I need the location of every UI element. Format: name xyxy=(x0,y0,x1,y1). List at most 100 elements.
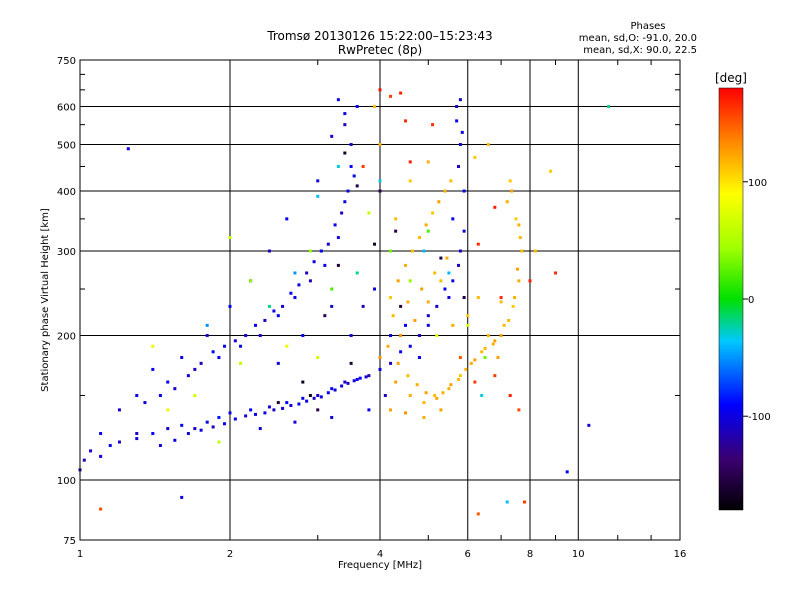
data-point xyxy=(507,318,511,322)
data-point xyxy=(399,304,403,308)
data-point xyxy=(426,229,430,233)
data-point xyxy=(289,291,293,295)
data-point xyxy=(316,194,320,198)
data-point xyxy=(173,438,177,442)
y-tick-label: 600 xyxy=(57,103,76,114)
data-point xyxy=(449,383,453,387)
data-point xyxy=(340,384,344,388)
data-point xyxy=(508,179,512,183)
data-point xyxy=(439,279,443,283)
data-point xyxy=(469,361,473,365)
data-point xyxy=(205,420,209,424)
data-point xyxy=(408,179,412,183)
data-point xyxy=(326,242,330,246)
data-point xyxy=(336,236,340,240)
data-point xyxy=(301,334,305,338)
data-point xyxy=(117,408,121,412)
data-point xyxy=(455,105,459,109)
data-point xyxy=(330,415,334,419)
data-point xyxy=(517,408,521,412)
data-point xyxy=(349,164,353,168)
data-point xyxy=(99,454,103,458)
data-point xyxy=(408,344,412,348)
data-point xyxy=(305,271,309,275)
data-point xyxy=(285,344,289,348)
data-point xyxy=(223,344,227,348)
data-point xyxy=(422,249,426,253)
data-point xyxy=(272,309,276,313)
data-point xyxy=(499,300,503,304)
data-point xyxy=(285,401,289,405)
data-point xyxy=(211,425,215,429)
data-point xyxy=(361,304,365,308)
grid xyxy=(80,60,680,540)
data-point xyxy=(480,350,484,354)
data-point xyxy=(411,249,415,253)
data-point xyxy=(316,355,320,359)
data-point xyxy=(408,394,412,398)
data-point xyxy=(373,242,377,246)
data-point xyxy=(343,123,347,127)
data-point xyxy=(514,217,518,221)
data-point xyxy=(276,401,280,405)
axis-ticks: 1 2 4 6 8 10 16 75 100 200 300 400 500 600 750 xyxy=(57,56,686,560)
data-point xyxy=(367,374,371,378)
data-point xyxy=(394,217,398,221)
data-point xyxy=(316,394,320,398)
data-point xyxy=(417,334,421,338)
data-point xyxy=(373,287,377,291)
data-point xyxy=(389,296,393,300)
data-point xyxy=(355,377,359,381)
data-point xyxy=(518,236,522,240)
data-point xyxy=(408,279,412,283)
data-point xyxy=(399,91,403,95)
data-point xyxy=(285,217,289,221)
data-point xyxy=(352,174,356,178)
data-point xyxy=(528,279,532,283)
data-point xyxy=(389,361,393,365)
data-point xyxy=(431,123,435,127)
data-point xyxy=(355,184,359,188)
data-point xyxy=(99,432,103,436)
data-point xyxy=(358,376,362,380)
data-point xyxy=(249,279,253,283)
data-point xyxy=(483,355,487,359)
data-point xyxy=(336,263,340,267)
data-point xyxy=(326,391,330,395)
data-point xyxy=(135,394,139,398)
data-point xyxy=(228,236,232,240)
data-point xyxy=(330,304,334,308)
y-tick-label: 500 xyxy=(57,141,76,152)
data-point xyxy=(297,402,301,406)
x-tick-label: 10 xyxy=(572,549,585,560)
data-point xyxy=(389,249,393,253)
data-point xyxy=(233,339,237,343)
data-point xyxy=(343,151,347,155)
data-point xyxy=(186,432,190,436)
data-point xyxy=(431,211,435,215)
colorbar xyxy=(718,87,744,511)
data-point xyxy=(466,314,470,318)
data-point xyxy=(449,179,453,183)
data-point xyxy=(451,279,455,283)
data-point xyxy=(316,408,320,412)
y-tick-label: 400 xyxy=(57,187,76,198)
data-point xyxy=(258,334,262,338)
data-point xyxy=(460,130,464,134)
data-point xyxy=(186,374,190,378)
data-point xyxy=(458,143,462,147)
data-point xyxy=(276,361,280,365)
data-point xyxy=(458,98,462,102)
data-point xyxy=(607,105,611,109)
data-point xyxy=(239,361,243,365)
data-point xyxy=(455,119,459,123)
data-point xyxy=(352,379,356,383)
data-point xyxy=(281,406,285,410)
x-tick-label: 8 xyxy=(527,549,533,560)
data-point xyxy=(426,323,430,327)
data-point xyxy=(193,427,197,431)
data-point xyxy=(217,440,221,444)
data-point xyxy=(422,415,426,419)
data-point xyxy=(499,334,503,338)
data-point xyxy=(276,314,280,318)
